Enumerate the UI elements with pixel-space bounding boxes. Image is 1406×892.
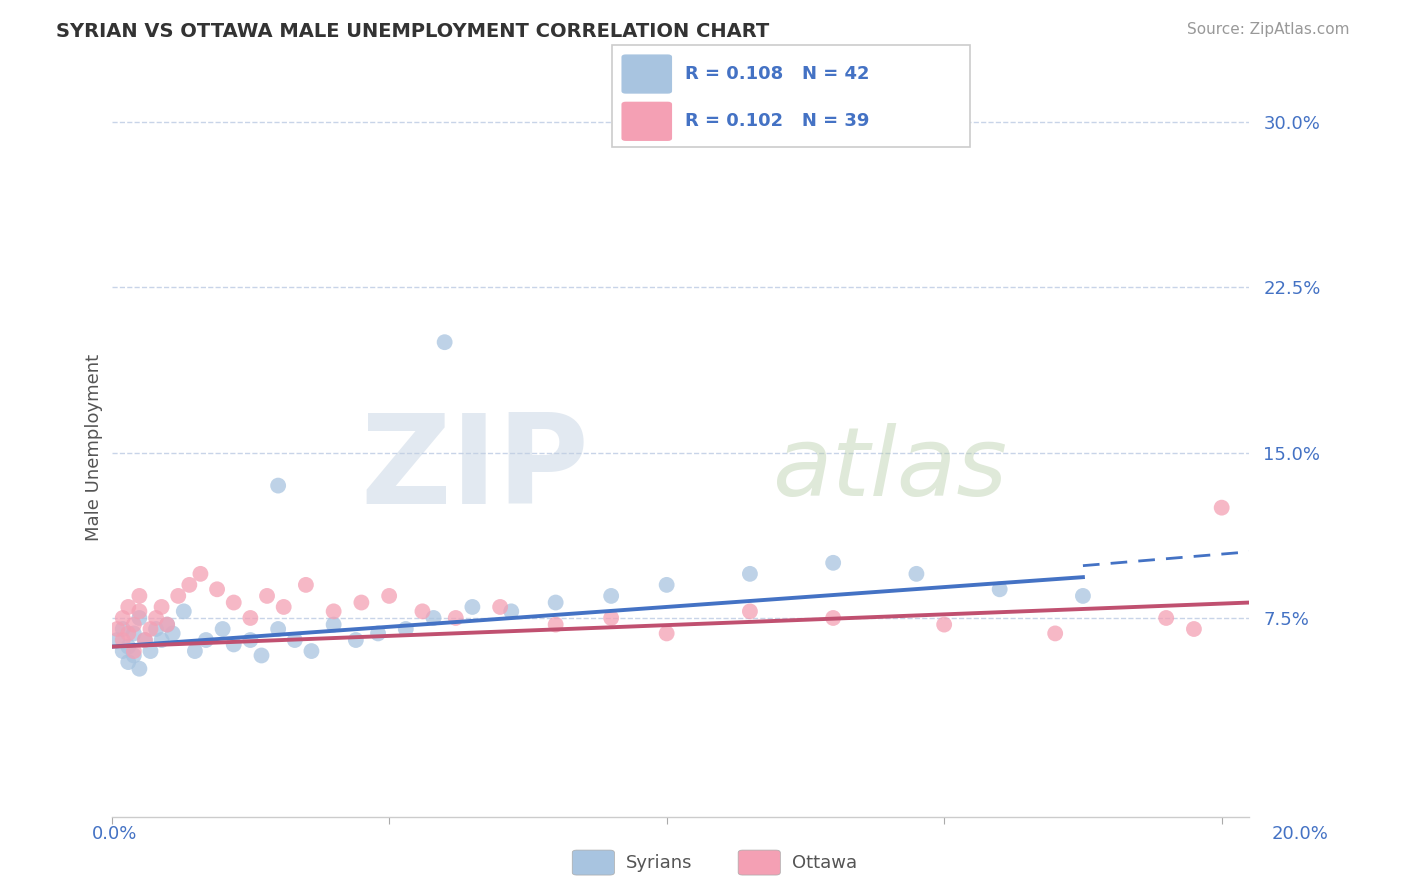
Point xyxy=(222,595,245,609)
Point xyxy=(205,582,228,597)
Point xyxy=(823,611,845,625)
Point xyxy=(128,589,150,603)
Point xyxy=(367,626,389,640)
Text: R = 0.102   N = 39: R = 0.102 N = 39 xyxy=(685,112,869,130)
Point xyxy=(173,604,195,618)
Point xyxy=(111,644,134,658)
Point xyxy=(117,599,139,614)
Point xyxy=(111,633,134,648)
Point xyxy=(411,604,433,618)
Text: Ottawa: Ottawa xyxy=(792,855,856,872)
Point xyxy=(117,655,139,669)
Point xyxy=(111,622,134,636)
Text: atlas: atlas xyxy=(772,423,1007,516)
Point xyxy=(322,604,344,618)
Point xyxy=(105,633,128,648)
Point xyxy=(222,637,245,651)
Text: SYRIAN VS OTTAWA MALE UNEMPLOYMENT CORRELATION CHART: SYRIAN VS OTTAWA MALE UNEMPLOYMENT CORRE… xyxy=(56,22,769,41)
Point xyxy=(122,617,145,632)
Point xyxy=(344,633,367,648)
Point xyxy=(1154,611,1177,625)
Point xyxy=(322,617,344,632)
Point xyxy=(489,599,512,614)
Point xyxy=(267,622,290,636)
Point xyxy=(823,556,845,570)
Point xyxy=(211,622,233,636)
Point xyxy=(905,566,928,581)
Point xyxy=(239,611,262,625)
Text: Syrians: Syrians xyxy=(626,855,692,872)
Point xyxy=(139,622,162,636)
Point xyxy=(1071,589,1094,603)
Point xyxy=(655,578,678,592)
Point xyxy=(150,599,173,614)
Point xyxy=(117,626,139,640)
Point xyxy=(378,589,401,603)
Point xyxy=(1043,626,1066,640)
Point xyxy=(145,611,167,625)
Point xyxy=(156,617,179,632)
Text: R = 0.108   N = 42: R = 0.108 N = 42 xyxy=(685,65,869,83)
Point xyxy=(150,633,173,648)
Point xyxy=(250,648,273,663)
Point xyxy=(544,617,567,632)
Point xyxy=(162,626,184,640)
Point xyxy=(295,578,318,592)
Point xyxy=(273,599,295,614)
Point xyxy=(422,611,444,625)
Point xyxy=(134,633,156,648)
Point xyxy=(128,611,150,625)
Point xyxy=(501,604,523,618)
Point xyxy=(1182,622,1205,636)
Point xyxy=(128,662,150,676)
Point xyxy=(284,633,307,648)
Point xyxy=(117,640,139,654)
Point xyxy=(256,589,278,603)
Point xyxy=(122,648,145,663)
Point xyxy=(738,566,761,581)
Point xyxy=(1211,500,1233,515)
Point xyxy=(122,644,145,658)
Point xyxy=(738,604,761,618)
Point xyxy=(156,617,179,632)
Point xyxy=(105,622,128,636)
Point xyxy=(600,611,623,625)
Point xyxy=(167,589,190,603)
Point xyxy=(395,622,418,636)
Point xyxy=(195,633,218,648)
Point xyxy=(134,633,156,648)
Point xyxy=(190,566,212,581)
Point xyxy=(600,589,623,603)
Point xyxy=(239,633,262,648)
Point xyxy=(122,626,145,640)
Point xyxy=(179,578,201,592)
Point xyxy=(655,626,678,640)
Text: ZIP: ZIP xyxy=(361,409,589,530)
Y-axis label: Male Unemployment: Male Unemployment xyxy=(86,353,103,541)
Point xyxy=(433,335,456,350)
Point xyxy=(444,611,467,625)
Point xyxy=(184,644,207,658)
Point xyxy=(350,595,373,609)
Point xyxy=(267,478,290,492)
Point xyxy=(544,595,567,609)
Point xyxy=(461,599,484,614)
Point xyxy=(934,617,956,632)
Text: 0.0%: 0.0% xyxy=(91,825,136,843)
Text: 20.0%: 20.0% xyxy=(1272,825,1329,843)
Point xyxy=(145,622,167,636)
Point xyxy=(988,582,1011,597)
Point xyxy=(139,644,162,658)
Point xyxy=(128,604,150,618)
Point xyxy=(301,644,323,658)
Point xyxy=(111,611,134,625)
Text: Source: ZipAtlas.com: Source: ZipAtlas.com xyxy=(1187,22,1350,37)
